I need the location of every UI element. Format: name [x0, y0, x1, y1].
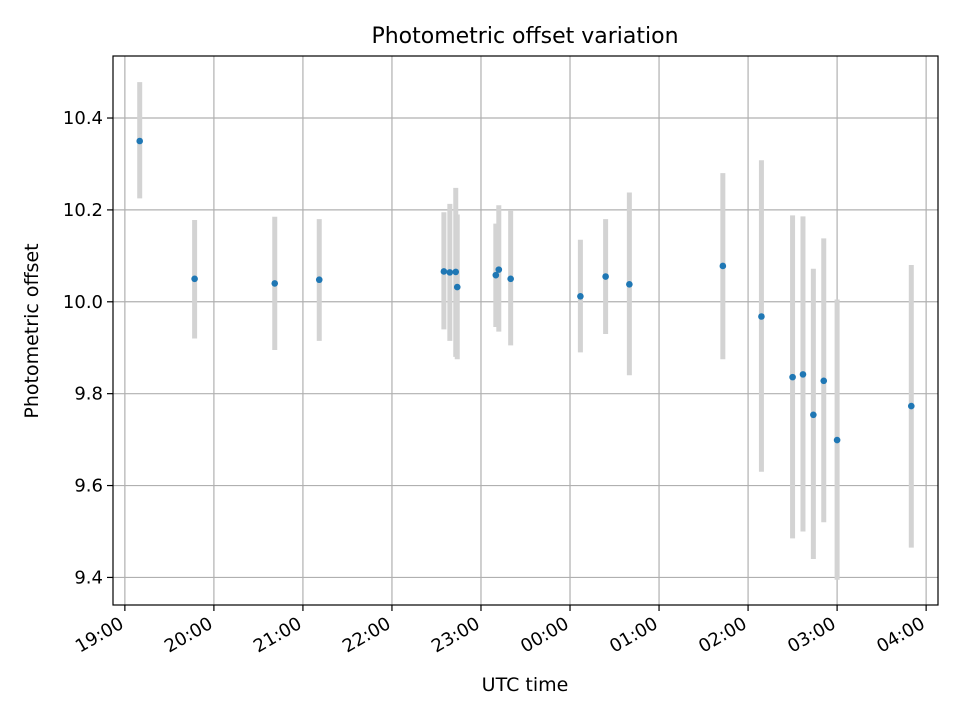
x-axis-label: UTC time [482, 674, 569, 696]
data-point [577, 292, 584, 300]
y-tick-label: 10.0 [63, 292, 103, 313]
data-point [495, 266, 503, 273]
y-tick-label: 10.4 [63, 108, 103, 129]
plot-frame [112, 55, 939, 606]
y-tick-label: 9.4 [74, 567, 103, 588]
y-tick-label: 9.8 [74, 384, 103, 405]
data-point [758, 313, 765, 320]
data-point [833, 436, 841, 444]
data-point [789, 373, 796, 381]
x-tick-label: 03:00 [784, 613, 839, 657]
data-point [452, 268, 460, 276]
x-tick-label: 22:00 [339, 613, 394, 657]
x-tick-label: 21:00 [250, 613, 305, 657]
x-tick-label: 23:00 [428, 613, 483, 657]
data-point [810, 411, 817, 419]
chart-title: Photometric offset variation [371, 24, 678, 49]
y-tick-label: 9.6 [74, 476, 103, 497]
data-point [907, 402, 915, 410]
data-point [799, 371, 807, 378]
data-point [271, 280, 279, 287]
x-axis-ticks: 19:00 20:00 21:00 22:00 23:00 00:00 01:00 02:00… [72, 605, 929, 657]
data-point [507, 275, 514, 283]
y-tick-label: 10.2 [63, 200, 103, 221]
data-point [453, 283, 461, 291]
x-tick-label: 01:00 [606, 613, 661, 657]
data-point [440, 268, 448, 275]
x-tick-label: 00:00 [517, 613, 572, 657]
data-point [136, 137, 144, 145]
data-point [191, 275, 198, 283]
data-point [492, 271, 500, 279]
x-tick-label: 04:00 [873, 613, 928, 657]
y-axis-ticks: 9.4 9.6 9.8 10.0 10.2 10.4 [63, 108, 113, 588]
data-point [719, 262, 727, 270]
error-bars [137, 82, 914, 580]
x-tick-label: 02:00 [695, 613, 750, 657]
data-point [315, 276, 323, 284]
data-point [446, 269, 454, 276]
data-point [626, 281, 633, 288]
y-axis-label: Photometric offset [21, 243, 43, 418]
data-point [820, 377, 828, 385]
x-tick-label: 19:00 [72, 613, 127, 657]
x-tick-label: 20:00 [161, 613, 216, 657]
data-points [136, 137, 915, 444]
data-point [602, 273, 609, 280]
